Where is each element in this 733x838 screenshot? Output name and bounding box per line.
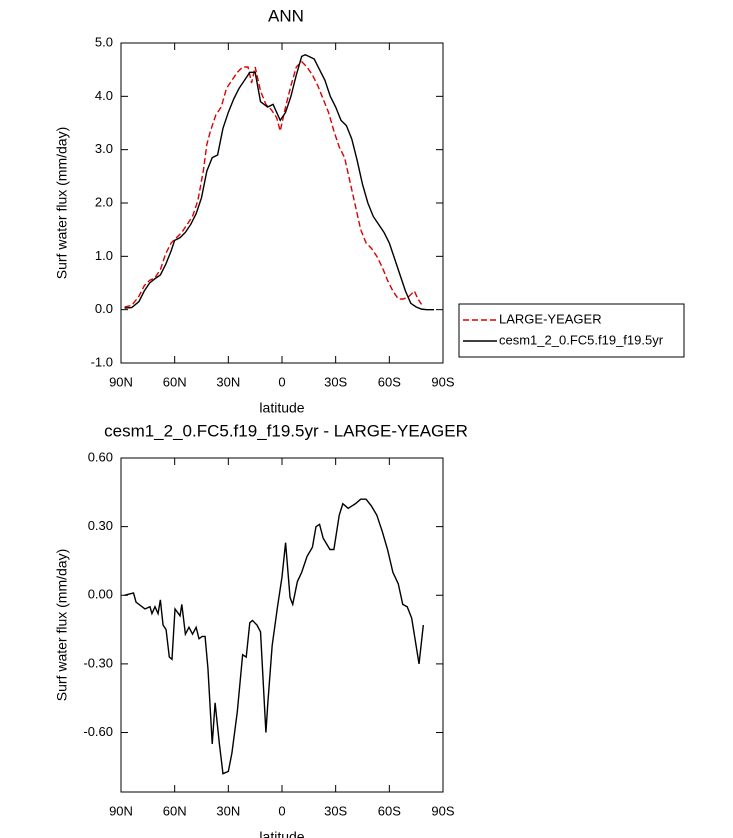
x-tick-label: 90N (109, 374, 133, 389)
y-tick-label: 4.0 (95, 88, 113, 103)
x-tick-label: 0 (278, 803, 285, 818)
series-line (124, 53, 435, 311)
x-tick-label: 60S (378, 803, 401, 818)
x-tick-label: 30N (216, 803, 240, 818)
x-tick-label: 60S (378, 374, 401, 389)
plot-frame (120, 457, 444, 793)
x-axis-title: latitude (259, 829, 304, 838)
x-tick-label: 60N (163, 803, 187, 818)
y-tick-label: -1.0 (91, 354, 113, 369)
chart-title: ANN (268, 6, 304, 25)
series-line (124, 498, 425, 775)
plot-frame (120, 42, 444, 364)
y-tick-label: 3.0 (95, 141, 113, 156)
x-tick-label: 90N (109, 803, 133, 818)
y-tick-label: 0.0 (95, 301, 113, 316)
y-axis-title: Surf water flux (mm/day) (54, 127, 70, 279)
chart-title: cesm1_2_0.FC5.f19_f19.5yr - LARGE-YEAGER (104, 421, 468, 440)
x-tick-label: 90S (431, 803, 454, 818)
y-tick-label: -0.60 (83, 724, 113, 739)
x-tick-label: 30N (216, 374, 240, 389)
y-tick-label: 5.0 (95, 34, 113, 49)
y-tick-label: 2.0 (95, 194, 113, 209)
y-tick-label: 1.0 (95, 248, 113, 263)
legend-label: LARGE-YEAGER (499, 311, 602, 326)
y-axis-title: Surf water flux (mm/day) (54, 549, 70, 701)
legend-box (458, 303, 685, 358)
x-tick-label: 0 (278, 374, 285, 389)
y-tick-label: 0.60 (88, 449, 113, 464)
y-tick-label: -0.30 (83, 655, 113, 670)
x-tick-label: 30S (324, 374, 347, 389)
y-tick-label: 0.30 (88, 518, 113, 533)
x-tick-label: 30S (324, 803, 347, 818)
x-tick-label: 90S (431, 374, 454, 389)
series-line (124, 60, 423, 308)
y-tick-label: 0.00 (88, 587, 113, 602)
x-axis-title: latitude (259, 400, 304, 416)
legend-label: cesm1_2_0.FC5.f19_f19.5yr (499, 332, 664, 347)
x-tick-label: 60N (163, 374, 187, 389)
